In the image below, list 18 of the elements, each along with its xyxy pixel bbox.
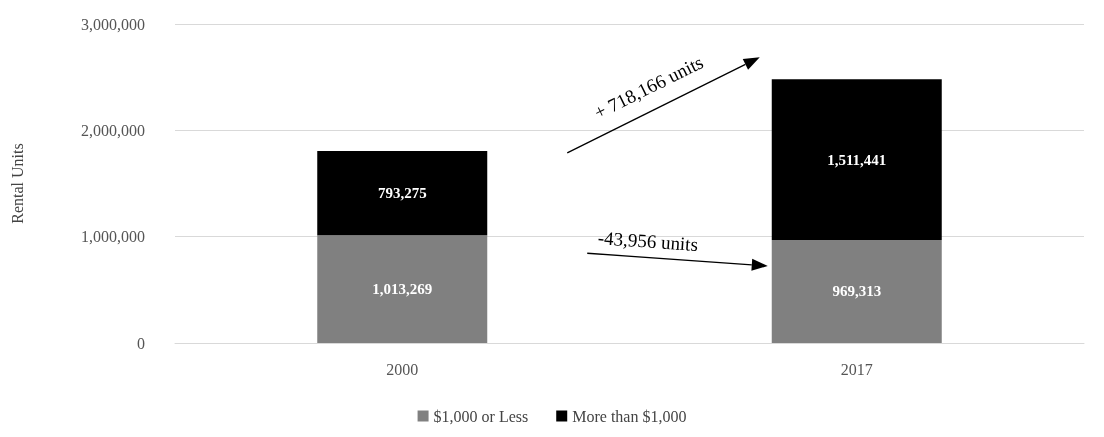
bar (317, 235, 488, 343)
x-tick-label: 2000 (386, 360, 419, 378)
bar (317, 150, 488, 236)
y-axis-title: Rental Units (8, 143, 26, 224)
x-tick-label: 2017 (840, 360, 873, 378)
bar (771, 239, 942, 343)
y-tick-label: 3,000,000 (81, 15, 145, 33)
legend-label: More than $1,000 (572, 407, 687, 425)
data-label: 793,275 (377, 185, 427, 202)
annotation: -43,956 units (597, 227, 699, 256)
data-label: 969,313 (832, 283, 882, 300)
data-label: 1,013,269 (372, 281, 433, 298)
legend-label: $1,000 or Less (433, 407, 529, 425)
y-tick-label: 0 (137, 334, 145, 352)
y-tick-label: 1,000,000 (81, 228, 145, 246)
y-tick-label: 2,000,000 (81, 121, 145, 139)
bar (771, 79, 942, 240)
data-label: 1,511,441 (827, 151, 887, 168)
